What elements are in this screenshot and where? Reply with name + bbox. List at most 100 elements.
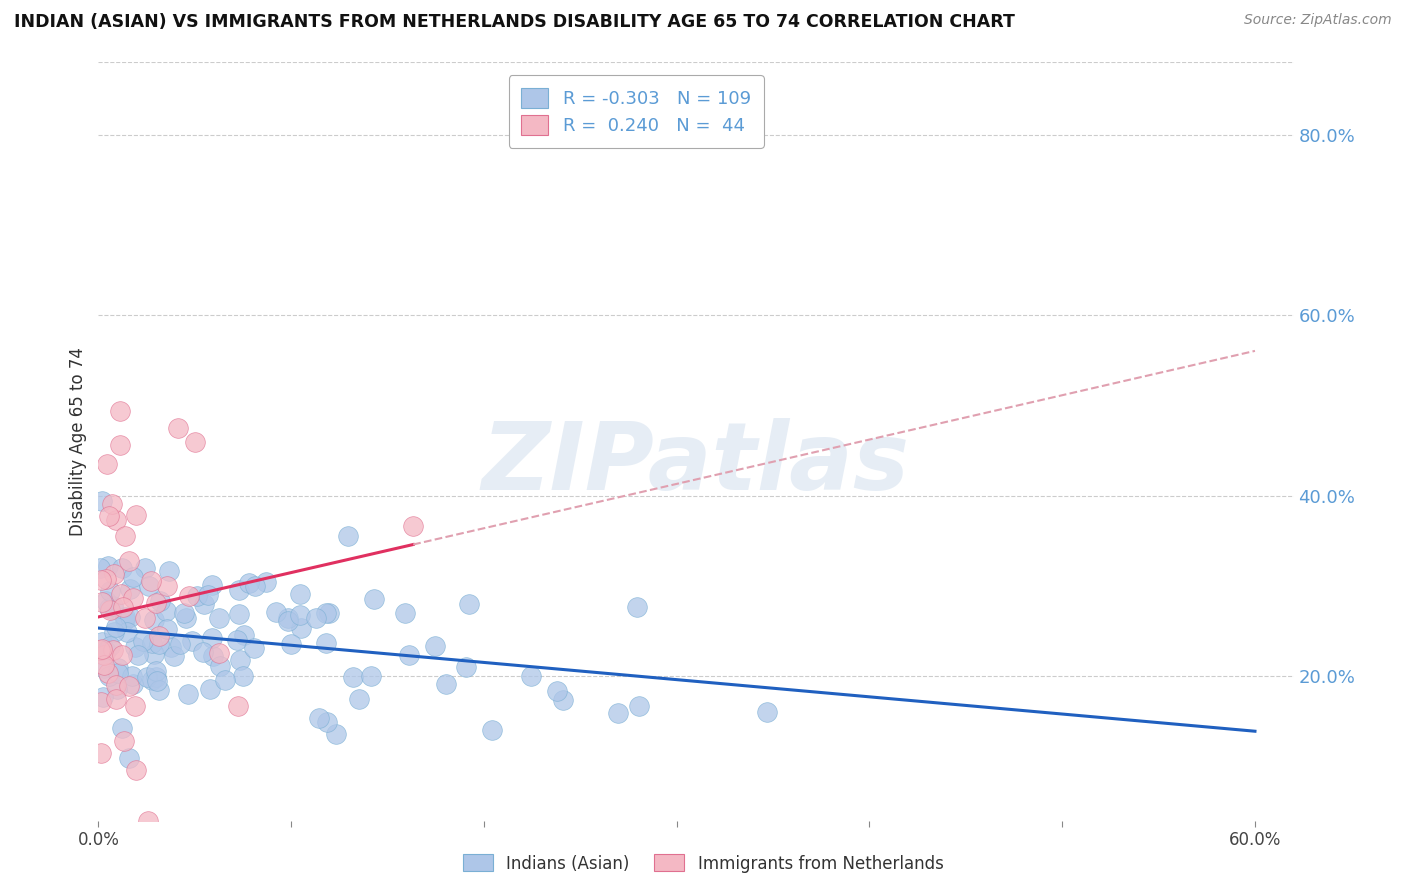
Point <box>98 583 121 598</box>
Point <box>101 599 124 613</box>
Point <box>97 558 120 573</box>
Point <box>118 554 141 568</box>
Point <box>121 677 143 691</box>
Point <box>243 579 266 593</box>
Point <box>228 582 250 597</box>
Point <box>118 751 141 765</box>
Point <box>105 513 128 527</box>
Point <box>124 508 146 522</box>
Point <box>174 610 197 624</box>
Point <box>163 649 186 664</box>
Point <box>97 665 120 680</box>
Point <box>159 640 181 655</box>
Point <box>93 661 115 675</box>
Point <box>145 670 167 684</box>
Point <box>457 597 479 611</box>
Point <box>94 644 117 658</box>
Point <box>141 574 163 588</box>
Point <box>308 711 330 725</box>
Point <box>166 420 188 434</box>
Point <box>208 610 231 624</box>
Point <box>103 642 125 657</box>
Point <box>156 579 179 593</box>
Point <box>551 693 574 707</box>
Point <box>280 636 302 650</box>
Point <box>114 613 136 627</box>
Point <box>398 648 420 662</box>
Point <box>318 606 340 620</box>
Point <box>402 518 425 533</box>
Point <box>89 642 111 657</box>
Point <box>134 610 156 624</box>
Point <box>149 594 172 608</box>
Point <box>546 684 568 698</box>
Point <box>93 648 115 663</box>
Point <box>90 573 112 587</box>
Point <box>360 669 382 683</box>
Point <box>148 637 170 651</box>
Point <box>98 509 121 524</box>
Point <box>90 635 112 649</box>
Point <box>177 687 200 701</box>
Point <box>264 606 287 620</box>
Point <box>90 695 112 709</box>
Point <box>104 678 127 692</box>
Point <box>145 665 167 679</box>
Legend: Indians (Asian), Immigrants from Netherlands: Indians (Asian), Immigrants from Netherl… <box>456 847 950 880</box>
Point <box>254 574 277 589</box>
Point <box>201 631 224 645</box>
Point <box>121 570 143 584</box>
Point <box>243 641 266 656</box>
Point <box>156 622 179 636</box>
Point <box>90 746 112 760</box>
Point <box>107 682 129 697</box>
Point <box>201 577 224 591</box>
Text: INDIAN (ASIAN) VS IMMIGRANTS FROM NETHERLANDS DISABILITY AGE 65 TO 74 CORRELATIO: INDIAN (ASIAN) VS IMMIGRANTS FROM NETHER… <box>14 13 1015 31</box>
Point <box>91 641 114 656</box>
Point <box>111 648 134 662</box>
Point <box>98 603 121 617</box>
Point <box>520 669 543 683</box>
Point <box>181 633 204 648</box>
Point <box>108 438 131 452</box>
Point <box>208 646 231 660</box>
Text: Source: ZipAtlas.com: Source: ZipAtlas.com <box>1244 13 1392 28</box>
Point <box>117 625 139 640</box>
Point <box>481 723 503 737</box>
Point <box>93 658 115 673</box>
Point <box>179 589 201 603</box>
Point <box>232 669 254 683</box>
Point <box>347 691 370 706</box>
Point <box>305 611 328 625</box>
Point <box>394 606 416 620</box>
Point <box>169 637 191 651</box>
Point <box>148 682 170 697</box>
Point <box>124 764 146 778</box>
Point <box>145 596 167 610</box>
Point <box>423 639 446 653</box>
Point <box>114 610 136 624</box>
Point <box>138 579 160 593</box>
Point <box>148 629 170 643</box>
Point <box>325 727 347 741</box>
Point <box>97 669 120 683</box>
Point <box>155 604 177 618</box>
Point <box>105 620 128 634</box>
Point <box>94 572 117 586</box>
Point <box>112 599 135 614</box>
Point <box>127 648 149 663</box>
Point <box>103 624 125 639</box>
Point <box>434 677 457 691</box>
Point <box>337 529 360 543</box>
Point <box>229 652 252 666</box>
Point <box>145 674 167 689</box>
Point <box>143 613 166 627</box>
Point <box>627 698 650 713</box>
Point <box>315 636 337 650</box>
Point <box>755 705 778 719</box>
Point <box>136 670 159 684</box>
Point <box>121 591 143 605</box>
Point <box>225 632 247 647</box>
Point <box>110 403 132 417</box>
Point <box>111 560 134 574</box>
